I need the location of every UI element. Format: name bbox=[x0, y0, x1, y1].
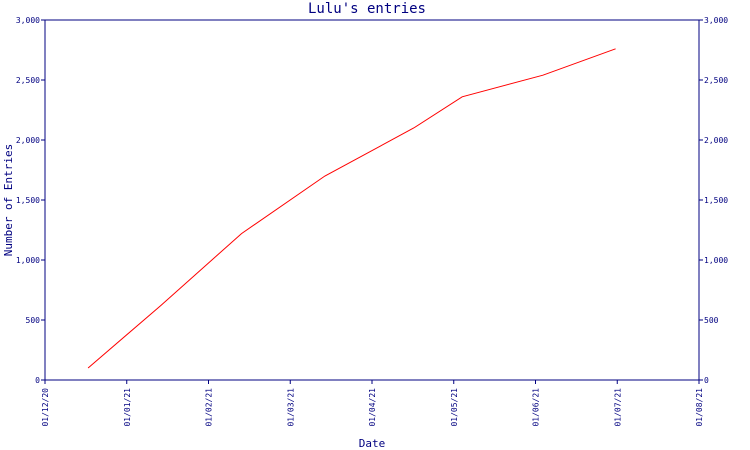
y-tick-label-left: 2,500 bbox=[16, 76, 40, 85]
y-tick-label-left: 2,000 bbox=[16, 136, 40, 145]
y-tick-label-right: 2,500 bbox=[704, 76, 728, 85]
y-axis-label: Number of Entries bbox=[2, 144, 15, 257]
x-tick-label: 01/07/21 bbox=[613, 388, 622, 427]
x-tick-label: 01/02/21 bbox=[205, 388, 214, 427]
x-axis-label: Date bbox=[359, 437, 386, 450]
y-tick-label-right: 3,000 bbox=[704, 16, 728, 25]
right-y-axis: 0 500 1,000 1,500 2,000 2,500 3,000 bbox=[699, 16, 728, 385]
y-tick-label-right: 1,500 bbox=[704, 196, 728, 205]
chart-title: Lulu's entries bbox=[308, 1, 426, 17]
x-tick-label: 01/01/21 bbox=[123, 388, 132, 427]
y-tick-label-right: 1,000 bbox=[704, 256, 728, 265]
x-tick-label: 01/03/21 bbox=[286, 388, 295, 427]
y-tick-label-left: 1,500 bbox=[16, 196, 40, 205]
y-tick-label-right: 2,000 bbox=[704, 136, 728, 145]
y-tick-label-right: 0 bbox=[704, 376, 709, 385]
x-tick-label: 01/05/21 bbox=[450, 388, 459, 427]
x-tick-label: 01/12/20 bbox=[41, 388, 50, 427]
x-tick-label: 01/08/21 bbox=[695, 388, 704, 427]
x-tick-label: 01/06/21 bbox=[532, 388, 541, 427]
x-tick-label: 01/04/21 bbox=[368, 388, 377, 427]
y-tick-label-left: 0 bbox=[35, 376, 40, 385]
y-tick-label-right: 500 bbox=[704, 316, 719, 325]
series-group bbox=[87, 48, 616, 369]
series-line bbox=[87, 48, 616, 369]
y-tick-label-left: 500 bbox=[26, 316, 41, 325]
y-tick-label-left: 1,000 bbox=[16, 256, 40, 265]
plot-area-frame bbox=[44, 19, 700, 381]
x-axis: 01/12/20 01/01/21 01/02/21 01/03/21 01/04/21… bbox=[41, 380, 704, 427]
left-y-axis: 0 500 1,000 1,500 2,000 2,500 3,000 bbox=[16, 16, 45, 385]
y-tick-label-left: 3,000 bbox=[16, 16, 40, 25]
